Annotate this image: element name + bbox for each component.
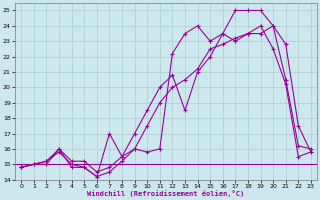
X-axis label: Windchill (Refroidissement éolien,°C): Windchill (Refroidissement éolien,°C) [87,190,245,197]
